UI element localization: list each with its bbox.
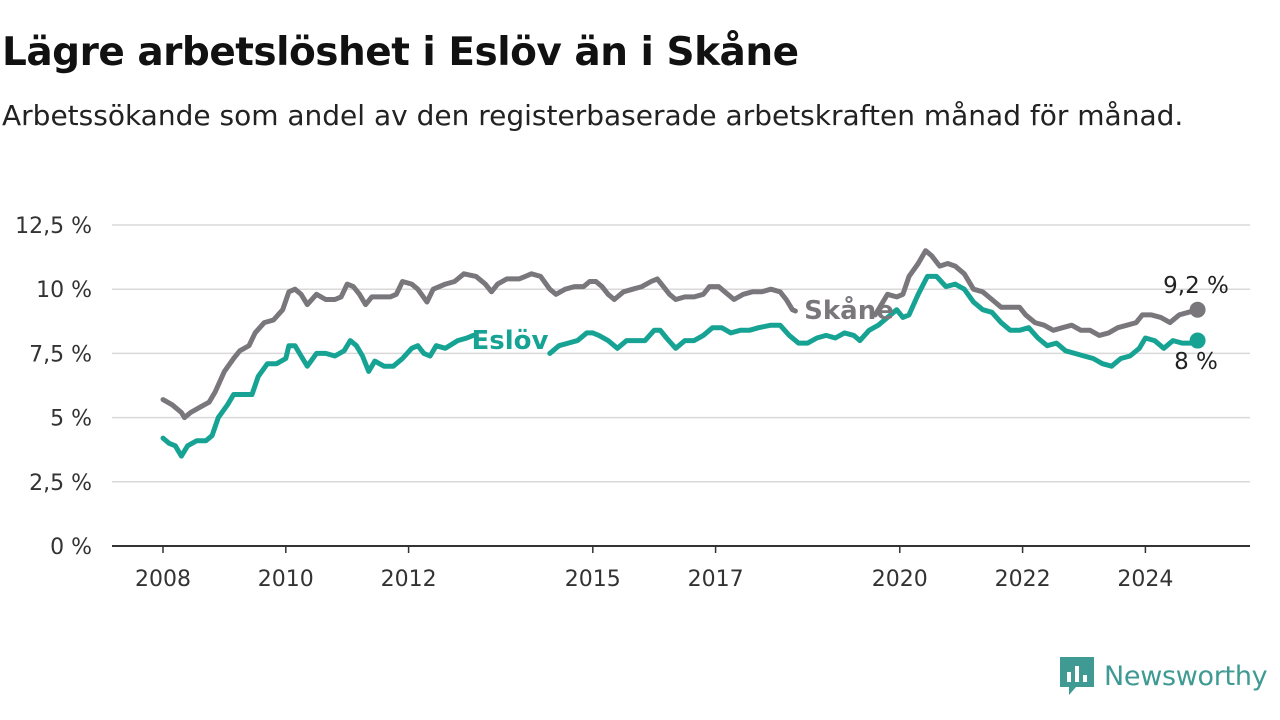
y-tick-label: 12,5 % <box>15 214 92 239</box>
y-tick-label: 0 % <box>50 535 92 560</box>
series-labels: Skåne Eslöv 9,2 % 8 % <box>472 273 1229 375</box>
y-tick-label: 10 % <box>36 278 92 303</box>
x-tick-label: 2024 <box>1117 567 1173 592</box>
series-line-esl-v <box>547 273 1201 369</box>
newsworthy-logo-icon <box>1060 657 1094 695</box>
series-label-skane: Skåne <box>804 294 894 326</box>
end-label-skane: 9,2 % <box>1163 273 1229 299</box>
series-line-esl-v <box>160 332 476 459</box>
x-tick-label: 2012 <box>381 567 437 592</box>
series-label-eslov: Eslöv <box>472 326 549 356</box>
x-tick-label: 2010 <box>258 567 314 592</box>
y-tick-label: 5 % <box>50 407 92 432</box>
end-label-eslov: 8 % <box>1174 349 1218 375</box>
series-line-sk-ne <box>160 271 798 421</box>
x-axis: 2008 2010 2012 2015 2017 2020 2022 2024 <box>112 545 1250 592</box>
series-lines <box>160 248 1206 459</box>
y-tick-label: 7,5 % <box>29 342 92 367</box>
x-tick-label: 2022 <box>995 567 1051 592</box>
chart-subtitle: Arbetssökande som andel av den registerb… <box>2 99 1184 132</box>
x-tick-label: 2017 <box>688 567 744 592</box>
series-line-sk-ne <box>872 248 1201 338</box>
y-tick-label: 2,5 % <box>29 471 92 496</box>
x-tick-label: 2015 <box>565 567 621 592</box>
end-point-sk-ne <box>1189 301 1206 318</box>
grid-lines <box>112 224 1250 483</box>
y-axis: 0 % 2,5 % 5 % 7,5 % 10 % 12,5 % <box>15 214 92 560</box>
x-tick-label: 2020 <box>872 567 928 592</box>
chart-title: Lägre arbetslöshet i Eslöv än i Skåne <box>2 30 799 75</box>
end-point-esl-v <box>1189 332 1206 349</box>
x-tick-label: 2008 <box>135 567 191 592</box>
brand-name: Newsworthy <box>1104 660 1268 692</box>
brand-logo: Newsworthy <box>1060 656 1268 696</box>
